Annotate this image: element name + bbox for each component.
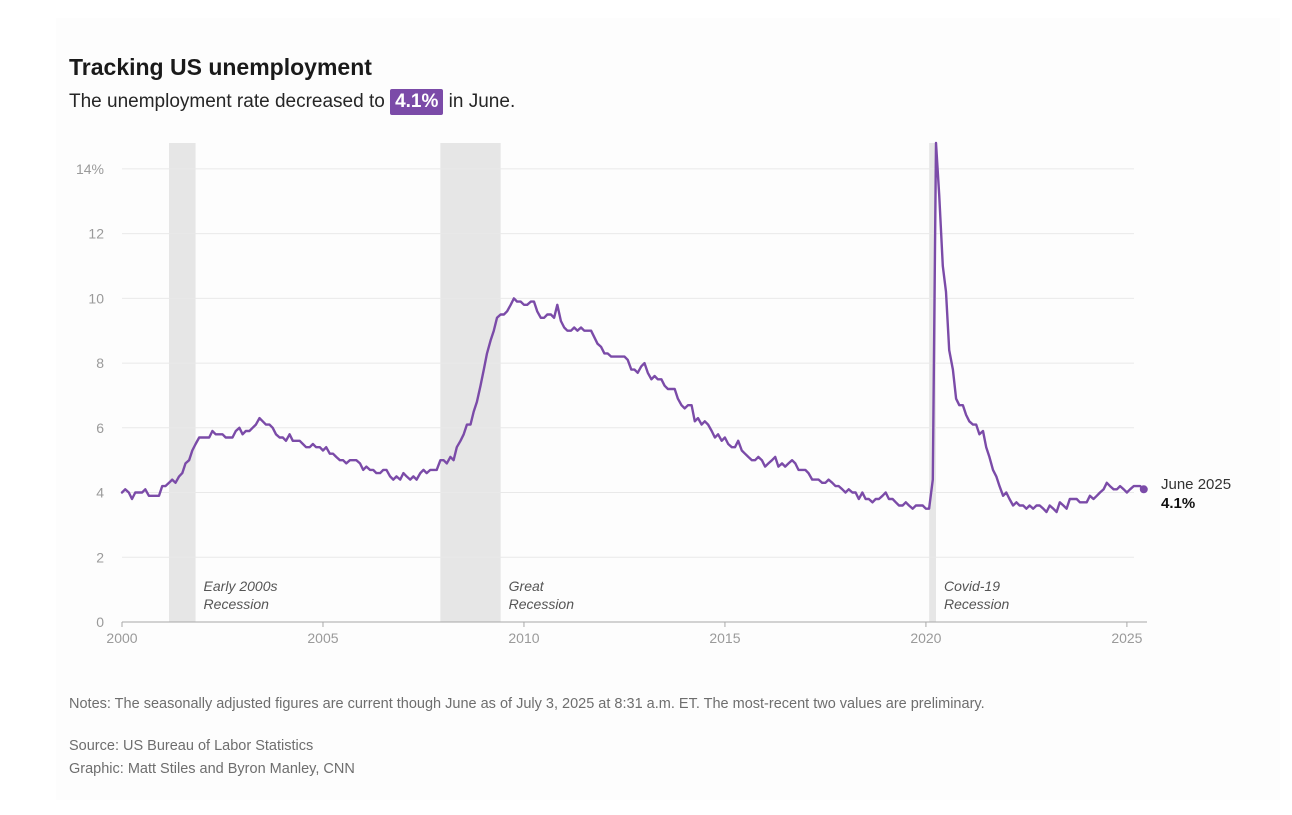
chart-source: Source: US Bureau of Labor Statistics <box>69 738 314 754</box>
x-tick-label: 2025 <box>1111 630 1142 646</box>
y-tick-label: 0 <box>96 614 104 630</box>
recession-band <box>169 143 196 622</box>
recession-band <box>440 143 501 622</box>
subtitle-suffix: in June. <box>448 91 516 112</box>
recession-label: Early 2000s <box>204 578 278 594</box>
end-point-marker <box>1139 485 1148 494</box>
y-tick-label: 8 <box>96 355 104 371</box>
x-tick-label: 2020 <box>910 630 941 646</box>
subtitle-prefix: The unemployment rate decreased to <box>69 91 385 112</box>
gridlines <box>122 168 1134 558</box>
y-tick-label: 4 <box>96 485 104 501</box>
chart-title: Tracking US unemployment <box>69 54 372 80</box>
recession-label: Recession <box>509 596 575 612</box>
end-point-value-label: 4.1% <box>1161 495 1195 512</box>
x-tick-label: 2015 <box>709 630 740 646</box>
end-annotation: June 2025 4.1% <box>1139 476 1231 512</box>
x-tick-label: 2005 <box>307 630 338 646</box>
x-tick-label: 2010 <box>508 630 539 646</box>
y-axis: 0 2 4 6 8 10 12 14% <box>76 161 104 630</box>
end-point-date-label: June 2025 <box>1161 476 1231 493</box>
subtitle-highlight-value: 4.1% <box>390 89 444 115</box>
y-tick-label: 14% <box>76 161 104 177</box>
unemployment-rate-line <box>120 141 1145 514</box>
recession-label: Great <box>509 578 545 594</box>
x-tick-label: 2000 <box>106 630 137 646</box>
y-tick-label: 12 <box>88 226 104 242</box>
chart-credit: Graphic: Matt Stiles and Byron Manley, C… <box>69 761 355 777</box>
y-tick-label: 2 <box>96 549 104 565</box>
y-tick-label: 10 <box>88 290 104 306</box>
y-tick-label: 6 <box>96 420 104 436</box>
chart-subtitle: The unemployment rate decreased to 4.1% … <box>69 89 515 115</box>
chart-card <box>56 18 1280 800</box>
recession-label: Covid-19 <box>944 578 1000 594</box>
recession-label: Recession <box>944 596 1010 612</box>
series <box>120 141 1145 514</box>
x-axis: 2000 2005 2010 2015 2020 2025 <box>106 621 1147 646</box>
chart-notes: Notes: The seasonally adjusted figures a… <box>69 696 985 712</box>
recession-bands: Early 2000s Recession Great Recession Covid-… <box>169 143 1010 622</box>
recession-label: Recession <box>204 596 270 612</box>
